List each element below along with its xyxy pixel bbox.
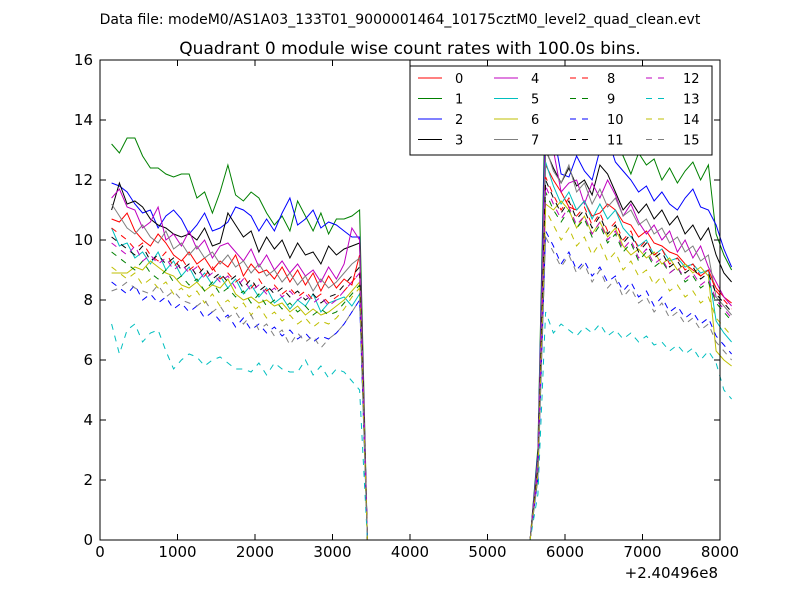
y-tick-label: 8 [83, 291, 93, 309]
legend-label-9: 9 [607, 93, 615, 108]
legend-label-14: 14 [683, 113, 700, 128]
legend-label-11: 11 [607, 134, 624, 149]
legend-label-6: 6 [531, 113, 539, 128]
x-tick-label: 4000 [391, 543, 429, 561]
legend-label-2: 2 [455, 113, 463, 128]
x-tick-label: 3000 [313, 543, 351, 561]
y-tick-label: 0 [83, 531, 93, 549]
series-line-13 [111, 311, 732, 541]
x-tick-label: 8000 [701, 543, 739, 561]
legend-label-4: 4 [531, 72, 539, 87]
legend-label-13: 13 [683, 93, 700, 108]
x-tick-label: 2000 [236, 543, 274, 561]
legend-label-3: 3 [455, 134, 463, 149]
x-tick-label: 1000 [158, 543, 196, 561]
series-line-8 [111, 176, 732, 541]
y-tick-label: 2 [83, 471, 93, 489]
series-line-15 [111, 235, 732, 541]
chart-title: Quadrant 0 module wise count rates with … [179, 39, 640, 59]
y-tick-label: 4 [83, 411, 93, 429]
axis-ticks: 0 1000 2000 3000 4000 5000 6000 7000 80000246810… [74, 51, 739, 561]
legend-box [409, 65, 713, 156]
legend-label-12: 12 [683, 72, 700, 87]
y-tick-label: 6 [83, 351, 93, 369]
series-line-2 [111, 107, 733, 541]
series-line-5 [111, 161, 732, 541]
x-tick-label: 5000 [468, 543, 506, 561]
series-line-7 [111, 146, 732, 541]
series-line-9 [111, 191, 732, 541]
legend-label-10: 10 [607, 113, 624, 128]
x-tick-label: 7000 [623, 543, 661, 561]
legend-label-15: 15 [683, 134, 700, 149]
legend-label-5: 5 [531, 93, 539, 108]
legend-label-8: 8 [607, 72, 615, 87]
y-tick-label: 14 [74, 111, 93, 129]
series-line-14 [111, 208, 732, 541]
x-tick-label: 0 [95, 543, 105, 561]
x-tick-label: 6000 [546, 543, 584, 561]
x-offset-label: +2.40496e8 [625, 564, 718, 582]
legend-label-0: 0 [455, 72, 463, 87]
series-line-10 [111, 229, 732, 541]
legend-label-7: 7 [531, 134, 539, 149]
series-line-4 [111, 128, 732, 541]
data-file-label: Data file: modeM0/AS1A03_133T01_90000014… [100, 12, 701, 28]
series-line-12 [111, 185, 732, 541]
series-line-11 [111, 179, 732, 541]
y-tick-label: 16 [74, 51, 93, 69]
y-tick-label: 10 [74, 231, 93, 249]
series-line-3 [111, 149, 732, 541]
y-tick-label: 12 [74, 171, 93, 189]
legend-label-1: 1 [455, 93, 463, 108]
